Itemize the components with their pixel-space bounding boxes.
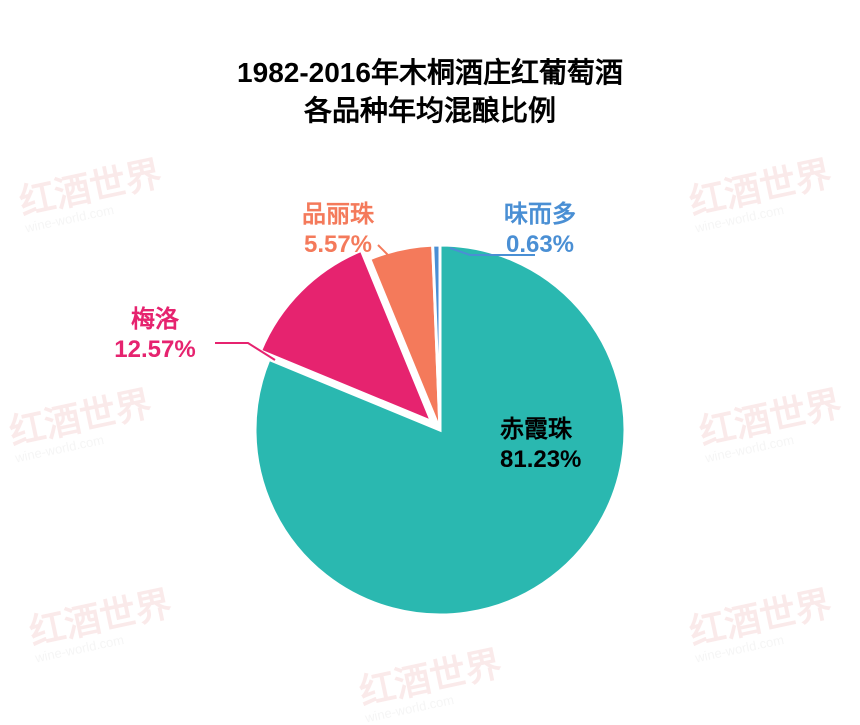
label-pct-weierduo: 0.63% (504, 230, 576, 260)
label-pct-meiluo: 12.57% (114, 335, 195, 365)
label-name-chixiazhu: 赤霞珠 (500, 415, 581, 445)
label-pct-chixiazhu: 81.23% (500, 445, 581, 475)
label-name-pinlizhu: 品丽珠 (302, 200, 374, 230)
label-pinlizhu: 品丽珠5.57% (302, 200, 374, 260)
title-line-1: 1982-2016年木桐酒庄红葡萄酒 (237, 57, 623, 88)
label-chixiazhu: 赤霞珠81.23% (500, 415, 581, 475)
label-meiluo: 梅洛12.57% (114, 305, 195, 365)
label-name-meiluo: 梅洛 (114, 305, 195, 335)
title-line-2: 各品种年均混酿比例 (304, 95, 556, 126)
label-name-weierduo: 味而多 (504, 200, 576, 230)
chart-title: 1982-2016年木桐酒庄红葡萄酒 各品种年均混酿比例 (0, 54, 860, 130)
label-weierduo: 味而多0.63% (504, 200, 576, 260)
label-pct-pinlizhu: 5.57% (302, 230, 374, 260)
